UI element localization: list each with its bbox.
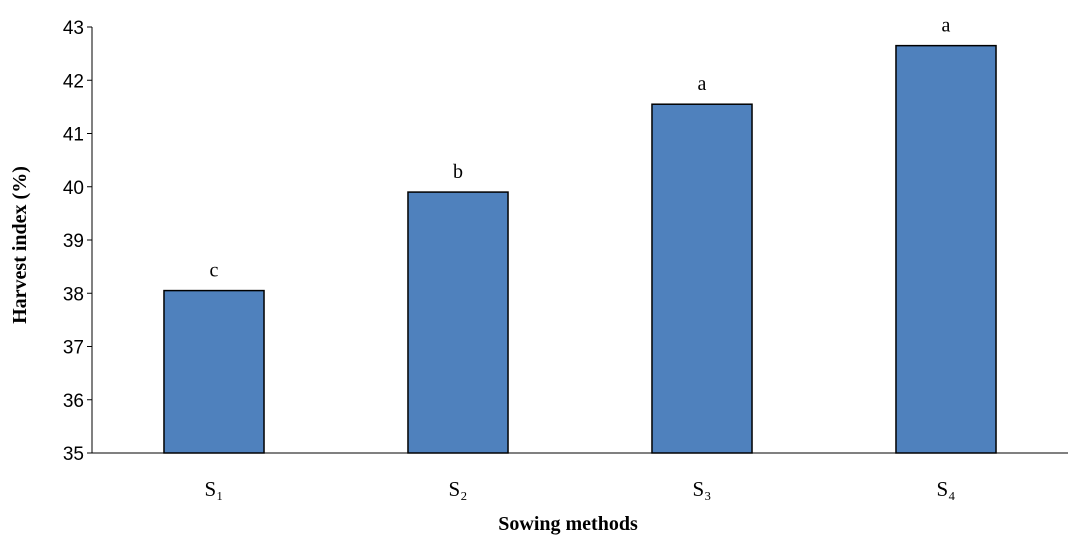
x-axis-title: Sowing methods xyxy=(498,513,638,535)
x-tick-label: S₂ xyxy=(448,477,467,501)
data-label: a xyxy=(942,15,951,37)
y-tick-label: 39 xyxy=(63,231,84,252)
y-tick-label: 42 xyxy=(63,71,84,92)
bar xyxy=(651,103,753,454)
bars xyxy=(163,44,997,454)
y-tick-label: 37 xyxy=(63,338,84,359)
data-labels: c b a a xyxy=(210,15,951,282)
y-tick-label: 35 xyxy=(63,444,84,465)
y-tick-label: 40 xyxy=(63,178,84,199)
y-axis-title: Harvest index (%) xyxy=(9,166,31,324)
category-labels: S₁ S₂ S₃ S₄ xyxy=(204,477,955,501)
x-tick-label: S₃ xyxy=(692,477,711,501)
y-tick-label: 41 xyxy=(63,125,84,146)
y-tick-label: 38 xyxy=(63,284,84,305)
x-tick-label: S₄ xyxy=(936,477,955,501)
data-label: a xyxy=(698,73,707,95)
bar xyxy=(895,44,997,454)
y-axis-ticks: 35 36 37 38 39 40 41 42 43 xyxy=(63,18,92,465)
y-tick-label: 36 xyxy=(63,391,84,412)
bar xyxy=(163,289,265,454)
data-label: b xyxy=(453,161,463,183)
data-label: c xyxy=(210,260,219,282)
x-tick-label: S₁ xyxy=(204,477,223,501)
bar xyxy=(407,191,509,454)
y-tick-label: 43 xyxy=(63,18,84,39)
